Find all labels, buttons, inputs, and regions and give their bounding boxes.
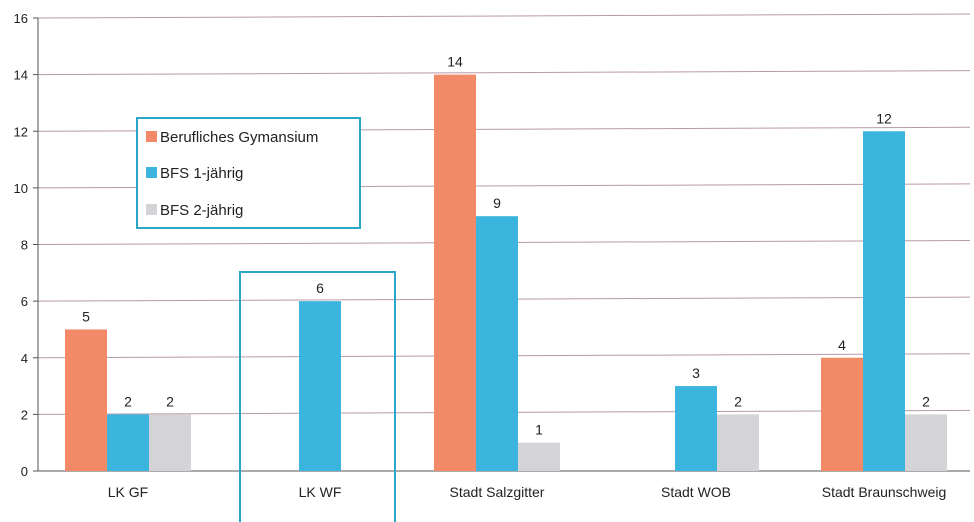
x-category-label: LK WF xyxy=(299,484,342,500)
y-tick-label: 0 xyxy=(21,464,28,479)
bar xyxy=(863,131,905,471)
highlight-box xyxy=(239,271,396,522)
y-tick-label: 6 xyxy=(21,294,28,309)
legend-frame xyxy=(136,117,361,229)
legend: Berufliches Gymansium BFS 1-jährig BFS 2-j… xyxy=(136,117,361,229)
data-label: 2 xyxy=(166,393,174,409)
bar xyxy=(299,301,341,471)
bar-series xyxy=(65,74,947,471)
data-label: 12 xyxy=(876,110,892,126)
y-tick-label: 16 xyxy=(14,11,28,26)
bar xyxy=(518,442,560,471)
y-tick-label: 10 xyxy=(14,181,28,196)
legend-swatch xyxy=(146,131,157,142)
data-label: 2 xyxy=(124,393,132,409)
x-category-label: LK GF xyxy=(108,484,148,500)
y-tick-label: 8 xyxy=(21,238,28,253)
data-label: 14 xyxy=(447,54,463,70)
legend-swatch xyxy=(146,204,157,215)
data-label: 9 xyxy=(493,195,501,211)
x-category-label: Stadt Braunschweig xyxy=(822,484,947,500)
y-tick-label: 14 xyxy=(14,68,28,83)
bar xyxy=(905,414,947,471)
legend-label: Berufliches Gymansium xyxy=(160,129,318,146)
bar xyxy=(675,386,717,471)
data-label: 3 xyxy=(692,365,700,381)
x-category-label: Stadt Salzgitter xyxy=(450,484,545,500)
bar xyxy=(476,216,518,471)
data-label: 4 xyxy=(838,337,846,353)
legend-label: BFS 2-jährig xyxy=(160,202,243,219)
x-axis-category-labels: LK GF LK WF Stadt Salzgitter Stadt WOB Stadt… xyxy=(108,484,947,500)
data-label: 6 xyxy=(316,280,324,296)
bar xyxy=(149,414,191,471)
data-label: 5 xyxy=(82,308,90,324)
bar xyxy=(717,414,759,471)
gridline xyxy=(37,70,971,76)
gridline xyxy=(37,13,971,19)
bar xyxy=(65,329,107,471)
bar xyxy=(821,357,863,471)
y-tick-label: 12 xyxy=(14,124,28,139)
y-axis-ticks: 0 2 4 6 8 10 12 14 16 xyxy=(14,11,38,479)
y-tick-label: 2 xyxy=(21,407,28,422)
data-label: 2 xyxy=(734,393,742,409)
legend-label: BFS 1-jährig xyxy=(160,165,243,182)
bar xyxy=(434,74,476,471)
bar xyxy=(107,414,149,471)
y-tick-label: 4 xyxy=(21,351,28,366)
x-category-label: Stadt WOB xyxy=(661,484,731,500)
legend-swatch xyxy=(146,167,157,178)
data-label: 2 xyxy=(922,393,930,409)
data-label: 1 xyxy=(535,422,543,438)
